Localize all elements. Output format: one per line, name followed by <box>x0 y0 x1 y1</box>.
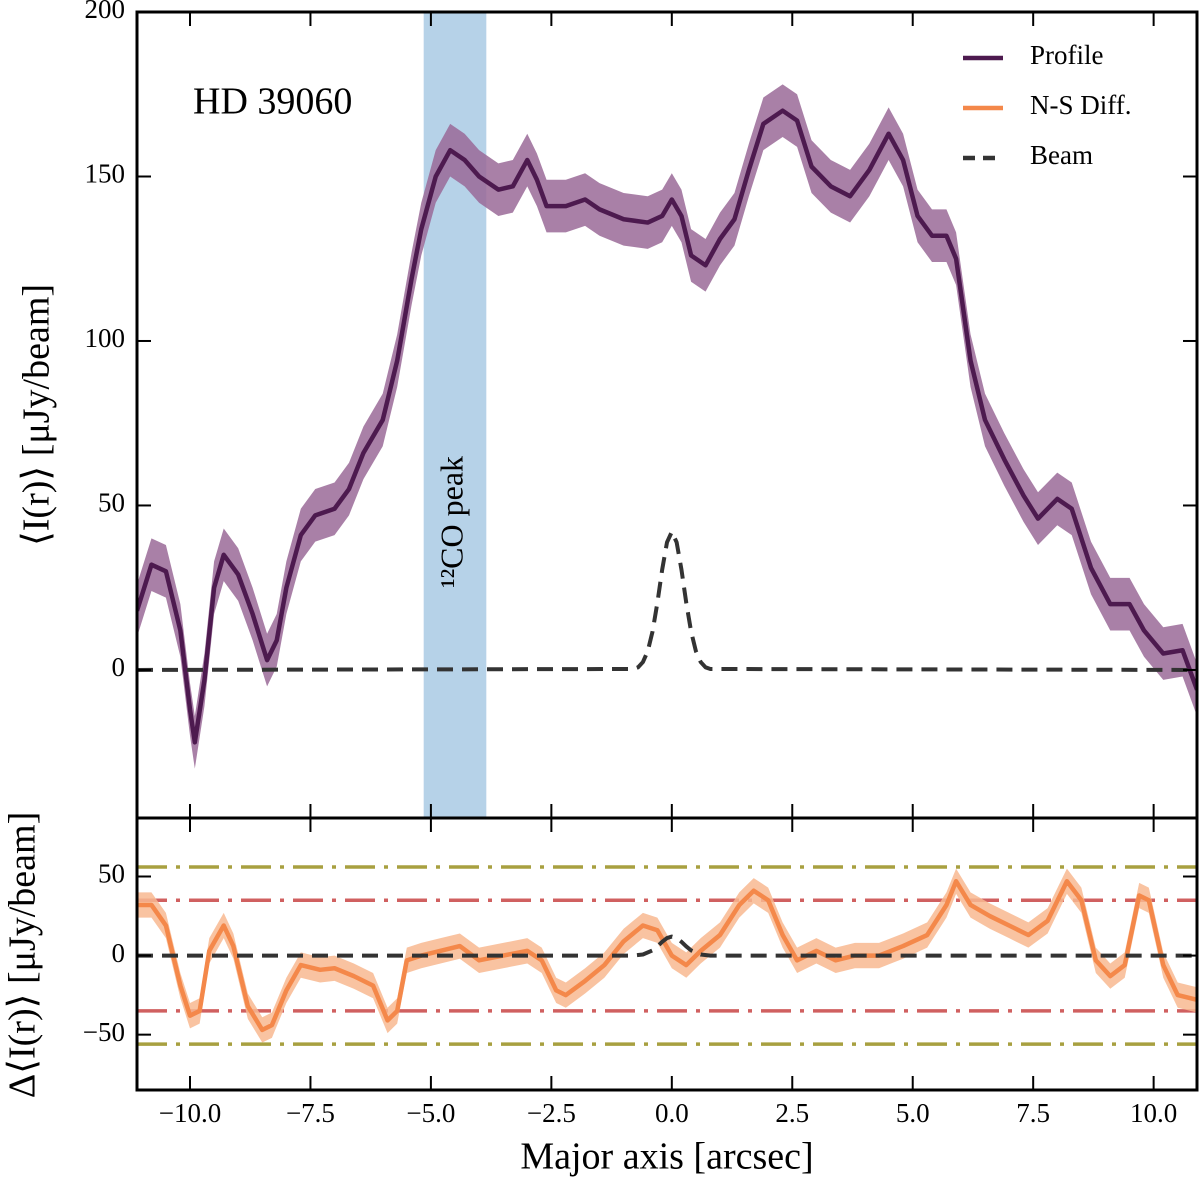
data-line <box>137 108 1197 745</box>
y-tick-label: 150 <box>85 159 126 189</box>
x-tick-label: −7.5 <box>286 1098 335 1128</box>
x-tick-label: −5.0 <box>406 1098 455 1128</box>
y-tick-label: 50 <box>98 488 125 518</box>
beam-line <box>137 529 1197 672</box>
plot-area <box>137 865 1197 1046</box>
annotation: HD 39060 <box>193 81 352 123</box>
plot-area <box>137 12 1197 818</box>
legend-label: N-S Diff. <box>1030 90 1132 120</box>
legend-label: Beam <box>1030 140 1093 170</box>
data-line <box>137 879 1197 1033</box>
y-axis-label: ⟨I(r)⟩ [μJy/beam] <box>16 284 58 546</box>
beam-line <box>137 934 1197 958</box>
axes-frame <box>135 10 1199 820</box>
y-tick-label: 50 <box>98 859 125 889</box>
x-tick-label: 5.0 <box>896 1098 930 1128</box>
y-tick-label: 0 <box>112 938 126 968</box>
y-axis-label: Δ⟨I(r)⟩ [μJy/beam] <box>2 812 44 1099</box>
x-tick-label: 10.0 <box>1130 1098 1177 1128</box>
y-tick-label: 200 <box>85 0 126 24</box>
axes-frame <box>135 816 1199 1092</box>
y-tick-label: 0 <box>112 652 126 682</box>
legend-label: Profile <box>1030 40 1104 70</box>
x-axis-label: Major axis [arcsec] <box>520 1136 813 1178</box>
x-tick-label: −10.0 <box>159 1098 221 1128</box>
x-tick-label: 0.0 <box>655 1098 689 1128</box>
uncertainty-band <box>137 868 1197 1043</box>
x-tick-label: 2.5 <box>775 1098 809 1128</box>
x-tick-label: 7.5 <box>1016 1098 1050 1128</box>
x-tick-label: −2.5 <box>527 1098 576 1128</box>
y-tick-label: 100 <box>85 323 126 353</box>
uncertainty-band <box>137 84 1197 769</box>
y-tick-label: −50 <box>83 1017 125 1047</box>
highlight-label: ¹²CO peak <box>433 456 469 588</box>
